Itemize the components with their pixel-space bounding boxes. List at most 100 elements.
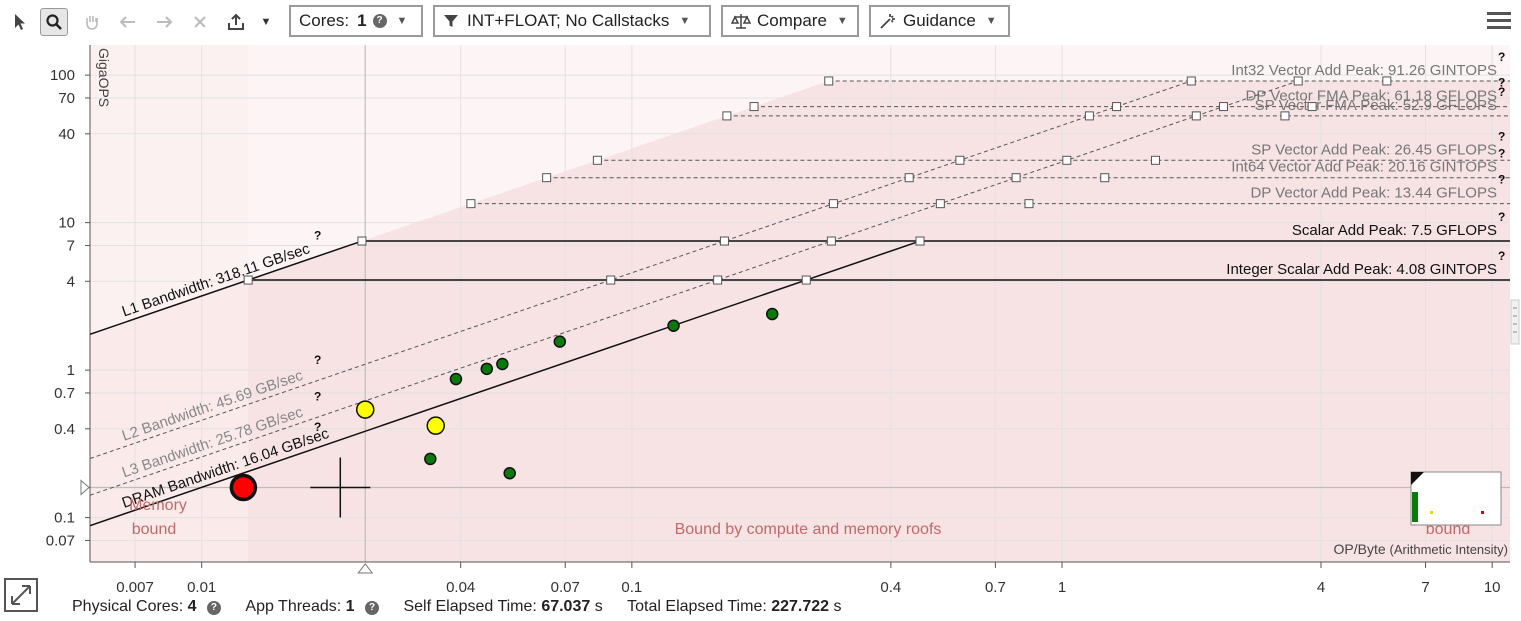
x-tick-label: 0.07: [551, 579, 580, 596]
x-tick-label: 10: [1484, 579, 1501, 596]
compute-roof-label: SP Vector FMA Peak: 52.9 GFLOPS: [1255, 97, 1497, 114]
redo-icon[interactable]: [150, 8, 178, 36]
self-elapsed-value: 67.037: [541, 598, 591, 615]
bandwidth-roof-line: [90, 240, 363, 335]
chevron-down-icon: ▼: [985, 15, 997, 27]
self-elapsed-label: Self Elapsed Time:: [403, 598, 537, 615]
chevron-down-icon: ▼: [396, 15, 408, 27]
roof-intersection-marker: [749, 102, 759, 112]
roof-intersection-marker: [955, 155, 965, 165]
roof-intersection-marker: [243, 275, 253, 285]
roof-intersection-marker: [826, 236, 836, 246]
data-point: [426, 416, 445, 435]
y-marker-triangle: [80, 479, 90, 496]
physical-cores-label: Physical Cores:: [72, 598, 184, 615]
y-tick-label: 0.7: [54, 385, 75, 402]
roof-intersection-marker: [824, 76, 834, 86]
x-tick-label: 0.007: [116, 579, 154, 596]
filter-label: INT+FLOAT; No Callstacks: [467, 11, 670, 30]
memory-bound-region: [90, 45, 249, 562]
x-tick-label: 0.7: [985, 579, 1006, 596]
x-marker-triangle: [357, 563, 374, 574]
cores-value: 1: [357, 11, 367, 30]
x-tick-label: 0.1: [621, 579, 642, 596]
roof-intersection-marker: [719, 236, 729, 246]
roof-intersection-marker: [904, 173, 914, 183]
roof-intersection-marker: [542, 173, 552, 183]
y-tick-label: 0.4: [54, 421, 75, 438]
compute-roof-label: Int64 Vector Add Peak: 20.16 GINTOPS: [1231, 159, 1497, 176]
help-icon: ?: [1498, 50, 1505, 64]
roof-intersection-marker: [1062, 155, 1072, 165]
data-point: [424, 452, 437, 466]
toolbar: ▼ Cores: 1 ? ▼ INT+FLOAT; No Callstacks …: [0, 0, 1521, 44]
help-icon[interactable]: ?: [372, 14, 387, 28]
memory-bound-label: bound: [132, 521, 177, 538]
data-point: [553, 335, 567, 348]
help-icon: ?: [1498, 147, 1505, 161]
y-tick-label: 100: [50, 67, 75, 84]
pan-icon[interactable]: [78, 8, 106, 36]
cores-dropdown[interactable]: Cores: 1 ? ▼: [289, 5, 423, 37]
minimap-dot: [1430, 511, 1433, 514]
help-icon[interactable]: ?: [365, 601, 379, 615]
roof-intersection-marker: [592, 155, 602, 165]
compute-memory-bound-label: Bound by compute and memory roofs: [675, 521, 942, 538]
roof-intersection-marker: [1280, 111, 1290, 121]
wand-icon: [880, 14, 895, 29]
chevron-down-icon: ▼: [679, 15, 691, 27]
menu-icon[interactable]: [1487, 12, 1511, 33]
x-tick-label: 0.4: [880, 579, 901, 596]
roof-intersection-marker: [915, 236, 925, 246]
export-dropdown-icon[interactable]: ▼: [260, 16, 272, 28]
zoom-icon[interactable]: [40, 8, 68, 36]
minimap-bar: [1412, 492, 1418, 522]
data-point: [480, 362, 494, 376]
clear-icon[interactable]: [186, 8, 214, 36]
y-tick-label: 0.07: [46, 532, 75, 549]
cores-label: Cores:: [299, 11, 350, 30]
filter-dropdown[interactable]: INT+FLOAT; No Callstacks ▼: [433, 5, 711, 37]
physical-cores-value: 4: [187, 598, 197, 615]
roof-intersection-marker: [1186, 76, 1196, 86]
data-point: [765, 307, 779, 321]
help-icon: ?: [314, 353, 321, 367]
minimap-corner: [1411, 472, 1424, 485]
export-icon[interactable]: [222, 8, 250, 36]
roof-intersection-marker: [828, 199, 838, 209]
pointer-icon[interactable]: [6, 8, 34, 36]
roof-intersection-marker: [801, 275, 811, 285]
data-point: [667, 319, 680, 332]
roof-intersection-marker: [606, 275, 616, 285]
roof-intersection-marker: [1011, 173, 1021, 183]
undo-icon[interactable]: [114, 8, 142, 36]
roof-intersection-marker: [1024, 199, 1034, 209]
compute-roof-label: Scalar Add Peak: 7.5 GFLOPS: [1292, 222, 1497, 239]
compute-roof-label: Int32 Vector Add Peak: 91.26 GINTOPS: [1231, 62, 1497, 79]
compare-dropdown[interactable]: Compare ▼: [721, 5, 859, 37]
x-tick-label: 1: [1058, 579, 1066, 596]
bandwidth-roof-line: [90, 80, 1299, 496]
help-icon: ?: [1498, 210, 1505, 224]
guidance-dropdown[interactable]: Guidance ▼: [869, 5, 1010, 37]
data-point: [503, 466, 516, 480]
expand-icon[interactable]: [4, 578, 38, 612]
y-tick-label: 40: [58, 126, 75, 143]
help-icon[interactable]: ?: [206, 601, 221, 615]
roof-intersection-marker: [357, 236, 367, 246]
roof-intersection-marker: [722, 111, 732, 121]
total-elapsed-value: 227.722: [771, 598, 830, 615]
roofline-chart[interactable]: 0.007 0.01 0.04 0.07 0.1 0.4 0.7 1 4 7 10 0.07 0.1 0.…: [0, 0, 1521, 598]
app-threads-value: 1: [345, 598, 355, 615]
self-elapsed-unit: s: [594, 598, 603, 615]
roof-intersection-marker: [466, 199, 476, 209]
memory-bound-label: Memory: [129, 497, 187, 514]
x-axis-label: OP/Byte (Arithmetic Intensity): [1333, 541, 1508, 557]
bandwidth-roof-line: [90, 80, 1192, 460]
total-elapsed-unit: s: [833, 598, 842, 615]
roof-intersection-marker: [713, 275, 723, 285]
compute-roof-label: DP Vector FMA Peak: 61.18 GFLOPS: [1245, 88, 1497, 105]
total-elapsed-label: Total Elapsed Time:: [627, 598, 767, 615]
help-icon: ?: [1498, 249, 1505, 263]
roof-region-group: [90, 45, 1510, 562]
